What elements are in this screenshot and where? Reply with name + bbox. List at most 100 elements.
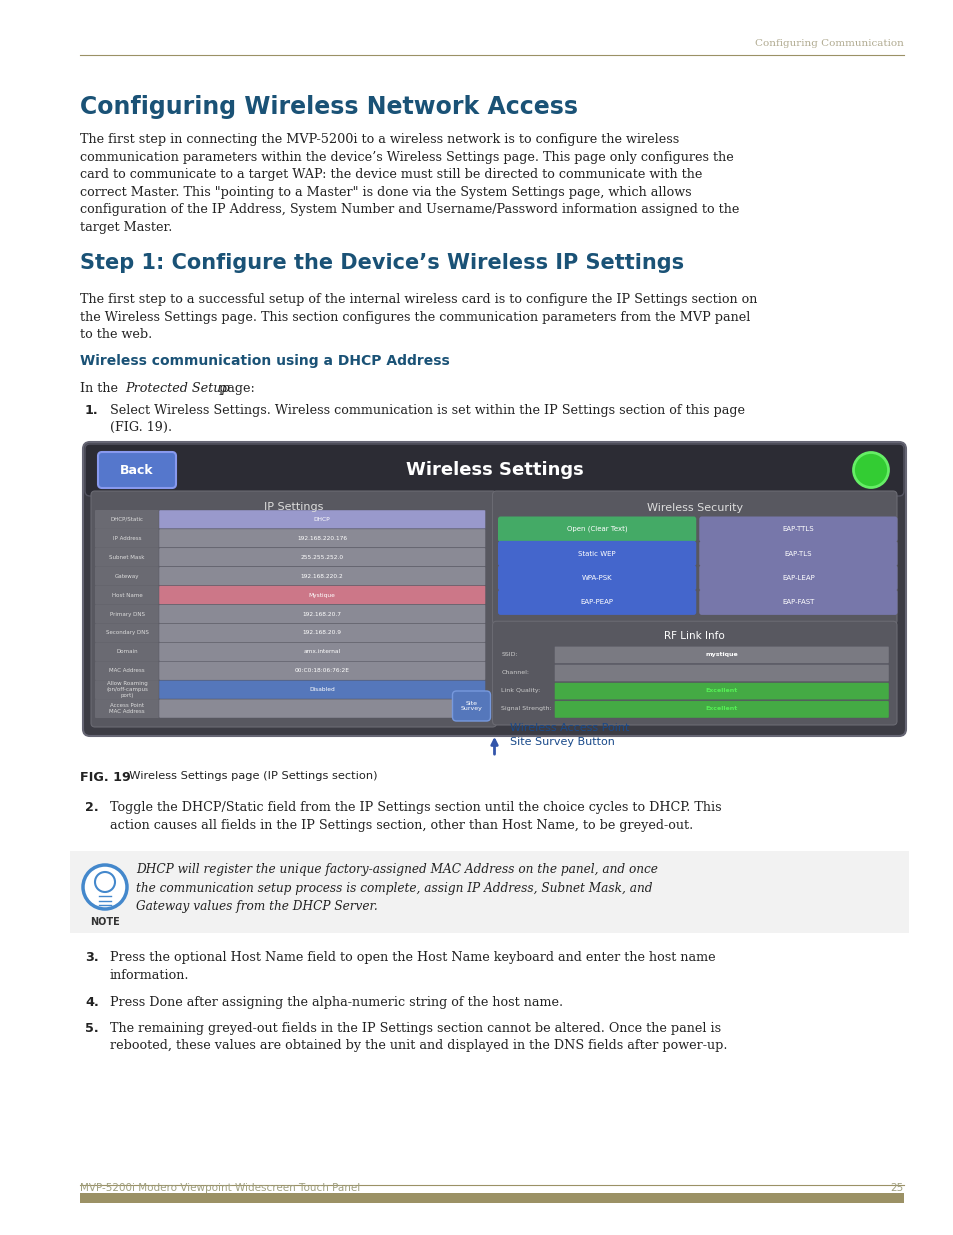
FancyBboxPatch shape [95, 529, 159, 548]
FancyBboxPatch shape [159, 529, 485, 548]
FancyBboxPatch shape [95, 680, 159, 699]
FancyBboxPatch shape [554, 683, 888, 700]
FancyBboxPatch shape [95, 642, 159, 661]
Text: 3.: 3. [85, 951, 98, 965]
FancyBboxPatch shape [497, 516, 696, 542]
Text: EAP-FAST: EAP-FAST [781, 599, 814, 605]
FancyBboxPatch shape [159, 548, 485, 567]
FancyBboxPatch shape [95, 548, 159, 567]
Text: Gateway values from the DHCP Server.: Gateway values from the DHCP Server. [136, 900, 377, 913]
Text: card to communicate to a target WAP: the device must still be directed to commun: card to communicate to a target WAP: the… [80, 168, 701, 182]
Text: Open (Clear Text): Open (Clear Text) [566, 526, 627, 532]
Text: 2.: 2. [85, 802, 98, 814]
Text: 5.: 5. [85, 1021, 98, 1035]
Text: action causes all fields in the IP Settings section, other than Host Name, to be: action causes all fields in the IP Setti… [110, 819, 693, 831]
FancyBboxPatch shape [159, 510, 485, 529]
Text: Mystique: Mystique [309, 593, 335, 598]
Text: FIG. 19: FIG. 19 [80, 771, 131, 784]
Text: rebooted, these values are obtained by the unit and displayed in the DNS fields : rebooted, these values are obtained by t… [110, 1039, 727, 1052]
FancyBboxPatch shape [159, 680, 485, 699]
FancyBboxPatch shape [492, 621, 896, 725]
Text: EAP-LEAP: EAP-LEAP [781, 574, 814, 580]
Text: Toggle the DHCP/Static field from the IP Settings section until the choice cycle: Toggle the DHCP/Static field from the IP… [110, 802, 720, 814]
FancyBboxPatch shape [159, 699, 485, 718]
FancyBboxPatch shape [95, 605, 159, 624]
Text: the communication setup process is complete, assign IP Address, Subnet Mask, and: the communication setup process is compl… [136, 882, 652, 894]
Text: communication parameters within the device’s Wireless Settings page. This page o: communication parameters within the devi… [80, 151, 733, 163]
Text: Configuring Wireless Network Access: Configuring Wireless Network Access [80, 95, 578, 119]
FancyBboxPatch shape [159, 585, 485, 605]
Text: SSID:: SSID: [501, 652, 517, 657]
FancyBboxPatch shape [699, 516, 897, 542]
Text: Gateway: Gateway [114, 574, 139, 579]
Bar [80, 1193, 903, 1203]
Text: Site Survey Button: Site Survey Button [509, 737, 614, 747]
Text: mystique: mystique [704, 652, 738, 657]
Text: Site
Survey: Site Survey [460, 700, 482, 711]
Text: Link Quality:: Link Quality: [501, 688, 540, 693]
FancyBboxPatch shape [452, 692, 490, 721]
FancyBboxPatch shape [91, 492, 496, 727]
Text: Excellent: Excellent [705, 706, 737, 711]
Text: 192.168.220.176: 192.168.220.176 [297, 536, 347, 541]
FancyBboxPatch shape [554, 700, 888, 718]
Text: Signal Strength:: Signal Strength: [501, 706, 552, 711]
Text: Back: Back [120, 463, 153, 477]
Text: Press the optional Host Name field to open the Host Name keyboard and enter the : Press the optional Host Name field to op… [110, 951, 715, 965]
Text: 25: 25 [890, 1183, 903, 1193]
Text: 1.: 1. [85, 404, 98, 416]
Text: (FIG. 19).: (FIG. 19). [110, 421, 172, 433]
Text: page:: page: [214, 382, 254, 394]
Text: The first step in connecting the MVP-5200i to a wireless network is to configure: The first step in connecting the MVP-520… [80, 133, 679, 146]
Text: the Wireless Settings page. This section configures the communication parameters: the Wireless Settings page. This section… [80, 310, 750, 324]
Text: Select Wireless Settings. Wireless communication is set within the IP Settings s: Select Wireless Settings. Wireless commu… [110, 404, 744, 416]
Text: The remaining greyed-out fields in the IP Settings section cannot be altered. On: The remaining greyed-out fields in the I… [110, 1021, 720, 1035]
Text: MVP-5200i Modero Viewpoint Widescreen Touch Panel: MVP-5200i Modero Viewpoint Widescreen To… [80, 1183, 360, 1193]
Text: information.: information. [110, 968, 190, 982]
Text: Host Name: Host Name [112, 593, 142, 598]
FancyBboxPatch shape [95, 510, 159, 529]
Text: Channel:: Channel: [501, 671, 529, 676]
Text: configuration of the IP Address, System Number and Username/Password information: configuration of the IP Address, System … [80, 203, 739, 216]
Text: DHCP: DHCP [314, 517, 331, 522]
Text: Access Point
MAC Address: Access Point MAC Address [109, 703, 145, 714]
Text: Wireless Settings page (IP Settings section): Wireless Settings page (IP Settings sect… [122, 771, 377, 781]
Text: IP Address: IP Address [112, 536, 141, 541]
Text: Subnet Mask: Subnet Mask [110, 555, 145, 559]
Text: DHCP/Static: DHCP/Static [111, 517, 143, 522]
FancyBboxPatch shape [159, 642, 485, 661]
FancyBboxPatch shape [492, 492, 896, 625]
Circle shape [95, 872, 115, 892]
Text: amx.internal: amx.internal [303, 650, 340, 655]
Text: to the web.: to the web. [80, 329, 152, 341]
FancyBboxPatch shape [95, 624, 159, 642]
Text: Configuring Communication: Configuring Communication [755, 40, 903, 48]
Text: 00:C0:18:06:76:2E: 00:C0:18:06:76:2E [294, 668, 350, 673]
Text: 192.168.220.2: 192.168.220.2 [300, 574, 343, 579]
FancyBboxPatch shape [85, 445, 903, 496]
FancyBboxPatch shape [699, 589, 897, 615]
Text: Primary DNS: Primary DNS [110, 611, 144, 616]
FancyBboxPatch shape [159, 624, 485, 642]
FancyBboxPatch shape [554, 664, 888, 682]
Text: Domain: Domain [116, 650, 137, 655]
FancyBboxPatch shape [699, 541, 897, 566]
Text: Protected Setup: Protected Setup [125, 382, 230, 394]
Text: Press Done after assigning the alpha-numeric string of the host name.: Press Done after assigning the alpha-num… [110, 995, 562, 1009]
FancyBboxPatch shape [95, 567, 159, 585]
Text: correct Master. This "pointing to a Master" is done via the System Settings page: correct Master. This "pointing to a Mast… [80, 185, 691, 199]
Text: Wireless communication using a DHCP Address: Wireless communication using a DHCP Addr… [80, 353, 449, 368]
Text: NOTE: NOTE [90, 918, 120, 927]
Text: Secondary DNS: Secondary DNS [106, 630, 149, 636]
Text: 255.255.252.0: 255.255.252.0 [300, 555, 343, 559]
Text: Wireless Access Point: Wireless Access Point [509, 722, 628, 734]
FancyBboxPatch shape [497, 566, 696, 590]
Text: Static WEP: Static WEP [578, 551, 616, 557]
Text: EAP-TTLS: EAP-TTLS [781, 526, 813, 532]
Text: Excellent: Excellent [705, 688, 737, 693]
Text: 192.168.20.7: 192.168.20.7 [302, 611, 341, 616]
Text: Disabled: Disabled [309, 687, 335, 692]
FancyBboxPatch shape [83, 442, 905, 736]
Text: DHCP will register the unique factory-assigned MAC Address on the panel, and onc: DHCP will register the unique factory-as… [136, 863, 658, 876]
FancyBboxPatch shape [497, 541, 696, 566]
